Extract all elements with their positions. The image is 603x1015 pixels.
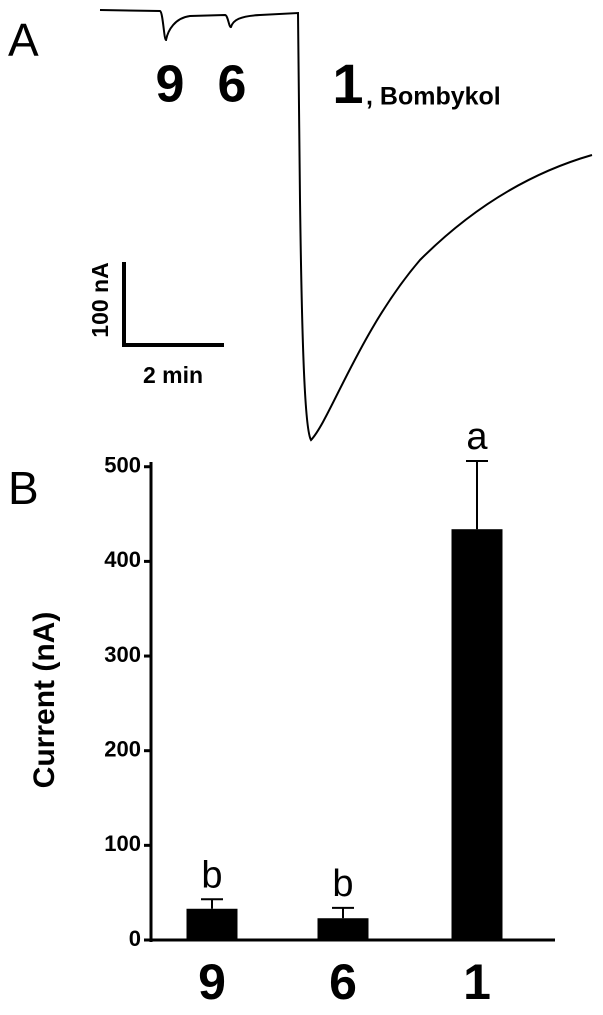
stimulus-label: 9 <box>156 56 185 114</box>
scale-y-label: 100 nA <box>87 262 113 337</box>
y-tick-label: 400 <box>104 547 141 572</box>
stimulus-label: 1 <box>332 52 363 115</box>
panel-label: A <box>8 14 39 66</box>
y-tick-label: 0 <box>129 926 141 951</box>
x-tick-label: 9 <box>198 954 226 1010</box>
scale-bar <box>122 262 224 347</box>
current-trace <box>99 9 593 442</box>
y-tick-label: 300 <box>104 642 141 667</box>
bar <box>186 908 238 940</box>
stimulus-note: , Bombykol <box>366 83 501 111</box>
bar <box>317 918 369 940</box>
stimulus-label: 6 <box>218 56 247 114</box>
significance-label: b <box>201 854 222 896</box>
y-tick-label: 100 <box>104 831 141 856</box>
scale-x-label: 2 min <box>143 362 203 388</box>
x-tick-label: 6 <box>329 954 357 1010</box>
y-tick-label: 200 <box>104 737 141 762</box>
x-tick-label: 1 <box>463 954 491 1010</box>
significance-label: b <box>332 863 353 905</box>
significance-label: a <box>466 416 488 458</box>
panel-label: B <box>8 462 39 514</box>
bar <box>451 529 503 940</box>
y-tick-label: 500 <box>104 453 141 478</box>
y-axis-title: Current (nA) <box>28 612 61 789</box>
